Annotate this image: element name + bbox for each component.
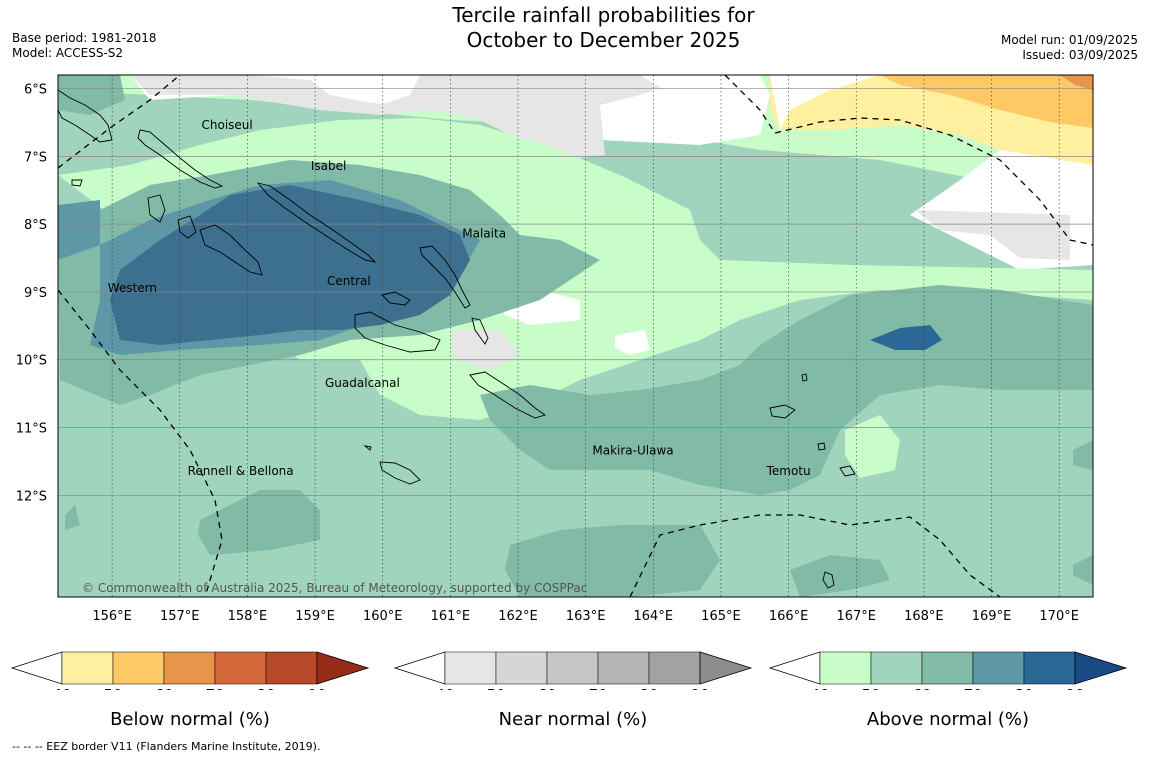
lat-tick-label: 11°S (16, 422, 47, 437)
lon-tick-label: 169°E (972, 609, 1012, 624)
colorbar-max-extend (316, 651, 370, 685)
colorbar-tick-label: 40 (435, 686, 454, 690)
colorbar-segment (972, 651, 1025, 685)
colorbar-tick-label: 90 (1065, 686, 1084, 690)
below-normal-label: Below normal (%) (110, 709, 270, 730)
colorbar-max-extend (699, 651, 753, 685)
colorbar-segment (921, 651, 974, 685)
lat-tick-label: 9°S (24, 286, 47, 301)
colorbar-max-extend (1074, 651, 1128, 685)
map-gridlines (58, 75, 1093, 597)
model-name: Model: ACCESS-S2 (12, 46, 124, 60)
colorbar-segment (61, 651, 114, 685)
colorbar-segment (214, 651, 267, 685)
colorbar-min-extend (393, 651, 446, 685)
region-label: Rennell & Bellona (188, 464, 294, 478)
lon-tick-label: 156°E (92, 609, 132, 624)
lon-tick-label: 159°E (295, 609, 335, 624)
colorbar-segment (546, 651, 599, 685)
lat-tick-label: 8°S (24, 218, 47, 233)
model-run: Model run: 01/09/2025 (1000, 33, 1138, 47)
issued-date: Issued: 03/09/2025 (1022, 48, 1138, 62)
near-normal-label: Near normal (%) (498, 709, 648, 730)
eez-note: -- -- -- EEZ border V11 (Flanders Marine… (12, 740, 321, 753)
colorbar-segment (870, 651, 923, 685)
colorbar-tick-label: 40 (810, 686, 829, 690)
colorbars: 40 50 60 70 80 90 40 50 60 70 80 90 40 50 60 70 80 90 (10, 651, 1128, 690)
lon-tick-label: 158°E (228, 609, 268, 624)
colorbar-tick-label: 50 (486, 686, 505, 690)
region-label: Isabel (311, 159, 346, 173)
colorbar: 40 50 60 70 80 90 (768, 651, 1128, 690)
title-line-1: Tercile rainfall probabilities for (452, 3, 755, 27)
copyright-notice: © Commonwealth of Australia 2025, Bureau… (82, 581, 587, 595)
title-line-2: October to December 2025 (466, 28, 741, 52)
colorbar: 40 50 60 70 80 90 (10, 651, 370, 690)
lon-tick-label: 160°E (363, 609, 403, 624)
colorbar-tick-label: 80 (256, 686, 275, 690)
colorbar-tick-label: 80 (639, 686, 658, 690)
region-labels: Choiseul Isabel Malaita Western Central Guada… (108, 118, 811, 478)
colorbar-tick-label: 70 (205, 686, 224, 690)
lon-tick-label: 162°E (498, 609, 538, 624)
lon-tick-label: 165°E (701, 609, 741, 624)
run-info: Model run: 01/09/2025 Issued: 03/09/2025 (1001, 33, 1138, 63)
coastlines (58, 89, 856, 589)
lon-tick-label: 170°E (1039, 609, 1079, 624)
above-normal-label: Above normal (%) (866, 709, 1030, 730)
map-figure: 156°E 157°E 158°E 159°E 160°E 161°E 162°E 163°E… (16, 74, 1094, 624)
probability-field (58, 75, 1093, 597)
region-label: Malaita (462, 227, 506, 241)
region-label: Guadalcanal (325, 376, 400, 390)
colorbar-tick-label: 60 (537, 686, 556, 690)
colorbar-tick-label: 70 (588, 686, 607, 690)
colorbar-tick-label: 90 (307, 686, 326, 690)
lon-tick-label: 167°E (836, 609, 876, 624)
lat-tick-label: 12°S (16, 489, 47, 504)
lon-tick-label: 168°E (904, 609, 944, 624)
axis-ticks: 156°E 157°E 158°E 159°E 160°E 161°E 162°E 163°E… (16, 83, 1079, 624)
region-label: Central (327, 274, 371, 288)
colorbar-segment (163, 651, 216, 685)
colorbar-min-extend (768, 651, 821, 685)
region-label: Temotu (766, 464, 811, 478)
lon-tick-label: 163°E (566, 609, 606, 624)
model-info: Base period: 1981-2018 Model: ACCESS-S2 (12, 31, 157, 61)
colorbar-tick-label: 90 (690, 686, 709, 690)
region-label: Choiseul (202, 118, 253, 132)
base-period: Base period: 1981-2018 (12, 31, 157, 45)
map-title: Tercile rainfall probabilities for Octob… (0, 3, 1150, 53)
colorbar-tick-label: 70 (963, 686, 982, 690)
lon-tick-label: 166°E (769, 609, 809, 624)
colorbar-segment (648, 651, 701, 685)
colorbar-segment (597, 651, 650, 685)
colorbar-segment (1023, 651, 1076, 685)
lat-tick-label: 6°S (24, 83, 47, 98)
colorbar-segment (495, 651, 548, 685)
lat-tick-label: 10°S (16, 354, 47, 369)
lat-tick-label: 7°S (24, 150, 47, 165)
lon-tick-label: 164°E (634, 609, 674, 624)
colorbar-min-extend (10, 651, 63, 685)
colorbar-tick-label: 40 (52, 686, 71, 690)
colorbar: 40 50 60 70 80 90 (393, 651, 753, 690)
colorbar-segment (265, 651, 318, 685)
colorbar-tick-label: 60 (154, 686, 173, 690)
colorbar-tick-label: 50 (103, 686, 122, 690)
colorbar-segment (112, 651, 165, 685)
region-label: Makira-Ulawa (592, 444, 673, 458)
colorbar-tick-label: 80 (1014, 686, 1033, 690)
colorbar-tick-label: 60 (912, 686, 931, 690)
eez-borders (58, 75, 1093, 597)
colorbar-segment (819, 651, 872, 685)
colorbar-tick-label: 50 (861, 686, 880, 690)
colorbar-segment (444, 651, 497, 685)
region-label: Western (108, 281, 157, 295)
map-frame (57, 74, 1094, 598)
lon-tick-label: 161°E (431, 609, 471, 624)
lon-tick-label: 157°E (160, 609, 200, 624)
